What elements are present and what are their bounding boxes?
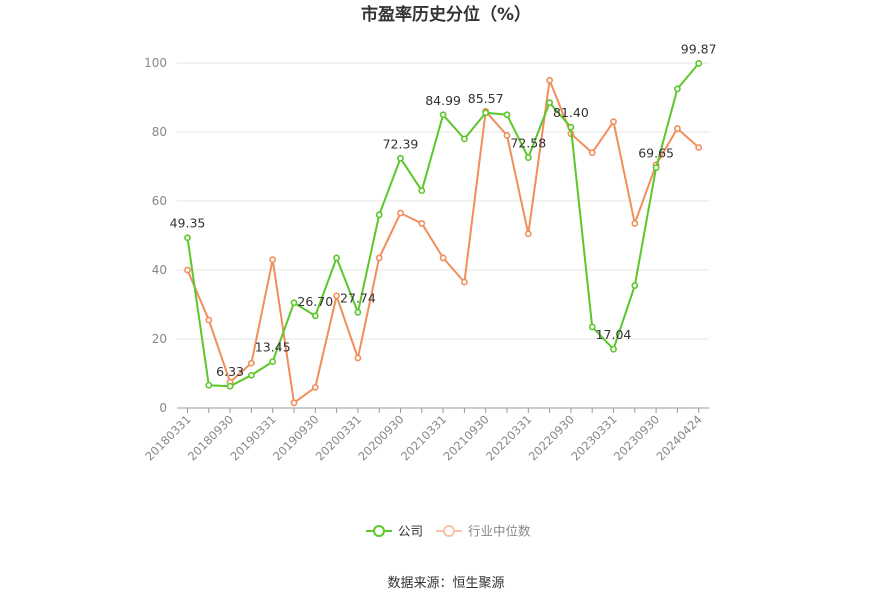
point-company[interactable] bbox=[354, 308, 362, 316]
y-tick-label: 40 bbox=[152, 263, 167, 277]
legend-label-company: 公司 bbox=[398, 524, 423, 539]
legend-item-industry-median[interactable]: 行业中位数 bbox=[436, 524, 531, 539]
y-tick-label: 80 bbox=[152, 125, 167, 139]
point-company[interactable] bbox=[418, 187, 426, 195]
point-company[interactable] bbox=[397, 154, 404, 162]
point-company[interactable] bbox=[588, 323, 596, 331]
data-label: 17.04 bbox=[596, 327, 632, 342]
point-company[interactable] bbox=[610, 345, 617, 353]
point-company[interactable] bbox=[439, 111, 447, 119]
point-company[interactable] bbox=[482, 109, 490, 117]
chart-title: 市盈率历史分位（%） bbox=[361, 4, 531, 25]
data-labels: 49.35 6.33 13.45 26.70 27.74 72.39 84.99 85.57 7… bbox=[170, 41, 717, 379]
point-company[interactable] bbox=[524, 154, 532, 161]
y-tick-label: 100 bbox=[144, 56, 167, 70]
point-company[interactable] bbox=[460, 135, 468, 143]
point-company[interactable] bbox=[290, 299, 298, 307]
point-industry-median[interactable] bbox=[524, 230, 532, 238]
data-label: 6.33 bbox=[216, 364, 244, 379]
axes: 0204060801002018033120180930201903312019… bbox=[142, 56, 709, 464]
point-industry-median[interactable] bbox=[460, 278, 468, 286]
data-label: 72.39 bbox=[383, 136, 419, 151]
point-company[interactable] bbox=[333, 254, 340, 262]
legend: 公司 行业中位数 bbox=[366, 524, 531, 539]
point-company[interactable] bbox=[546, 99, 553, 107]
y-tick-label: 20 bbox=[152, 332, 167, 346]
point-industry-median[interactable] bbox=[375, 254, 383, 262]
x-tick-label: 20240424 bbox=[654, 412, 705, 463]
point-company[interactable] bbox=[311, 312, 319, 320]
y-tick-label: 0 bbox=[159, 401, 167, 415]
point-industry-median[interactable] bbox=[674, 125, 681, 132]
point-industry-median[interactable] bbox=[333, 292, 340, 300]
point-industry-median[interactable] bbox=[290, 399, 298, 407]
point-company[interactable] bbox=[269, 358, 277, 365]
point-company[interactable] bbox=[503, 111, 511, 119]
point-industry-median[interactable] bbox=[503, 132, 511, 139]
data-label: 81.40 bbox=[553, 105, 589, 120]
source-note: 数据来源：恒生聚源 bbox=[387, 576, 504, 591]
legend-marker-company bbox=[373, 525, 385, 537]
point-industry-median[interactable] bbox=[205, 316, 213, 324]
point-company[interactable] bbox=[205, 381, 213, 389]
data-label: 72.58 bbox=[510, 136, 546, 151]
series bbox=[184, 60, 703, 407]
point-industry-median[interactable] bbox=[418, 220, 426, 227]
point-company[interactable] bbox=[652, 164, 660, 172]
data-label: 26.70 bbox=[297, 294, 333, 309]
point-industry-median[interactable] bbox=[269, 256, 277, 264]
point-industry-median[interactable] bbox=[631, 220, 639, 227]
point-industry-median[interactable] bbox=[247, 359, 255, 367]
point-industry-median[interactable] bbox=[184, 266, 191, 274]
point-company[interactable] bbox=[567, 123, 575, 131]
point-company[interactable] bbox=[226, 382, 234, 390]
legend-marker-industry-median bbox=[443, 525, 455, 537]
point-company[interactable] bbox=[184, 234, 191, 242]
legend-label-industry-median: 行业中位数 bbox=[468, 524, 531, 539]
point-industry-median[interactable] bbox=[695, 144, 703, 151]
point-company[interactable] bbox=[375, 211, 383, 219]
data-label: 13.45 bbox=[255, 340, 291, 355]
point-industry-median[interactable] bbox=[610, 118, 617, 126]
legend-item-company[interactable]: 公司 bbox=[366, 524, 423, 539]
data-label: 99.87 bbox=[681, 41, 717, 56]
data-label: 69.65 bbox=[638, 146, 674, 161]
point-industry-median[interactable] bbox=[354, 354, 362, 362]
data-label: 84.99 bbox=[425, 93, 461, 108]
point-industry-median[interactable] bbox=[397, 209, 404, 217]
point-company[interactable] bbox=[631, 282, 639, 289]
data-label: 85.57 bbox=[468, 91, 504, 106]
point-industry-median[interactable] bbox=[588, 149, 596, 157]
data-label: 27.74 bbox=[340, 290, 376, 305]
data-label: 49.35 bbox=[170, 216, 206, 231]
grid bbox=[177, 62, 709, 340]
point-company[interactable] bbox=[247, 371, 255, 379]
point-industry-median[interactable] bbox=[311, 383, 319, 391]
point-company[interactable] bbox=[674, 85, 681, 93]
y-tick-label: 60 bbox=[152, 194, 167, 208]
point-company[interactable] bbox=[695, 60, 703, 67]
point-industry-median[interactable] bbox=[546, 76, 553, 84]
point-industry-median[interactable] bbox=[439, 254, 447, 262]
